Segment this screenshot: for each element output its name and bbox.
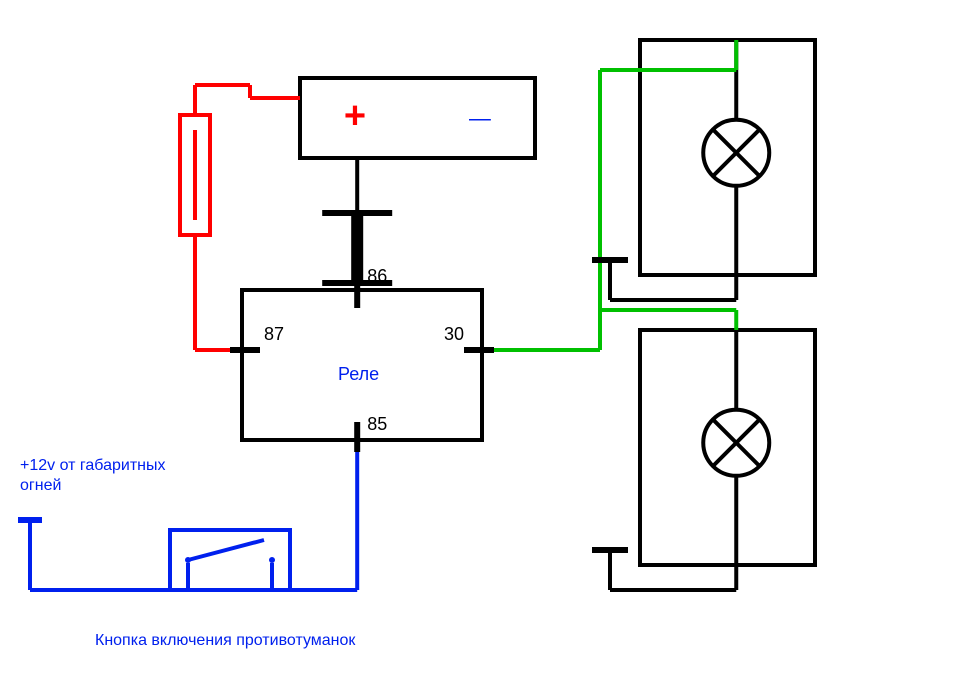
label-30: 30 xyxy=(444,324,464,344)
label-12v-a: +12v от габаритных xyxy=(20,457,165,474)
label-12v-b: огней xyxy=(20,477,61,494)
label-relay: Реле xyxy=(338,364,379,384)
lamp-1 xyxy=(640,40,815,275)
battery xyxy=(300,78,535,158)
circuit-diagram: +_87863085Реле+12v от габаритныхогнейКно… xyxy=(0,0,960,693)
label-87: 87 xyxy=(264,324,284,344)
switch-lever xyxy=(188,540,264,560)
lamp-2 xyxy=(640,330,815,565)
ground-bar xyxy=(351,213,363,283)
label-85: 85 xyxy=(367,414,387,434)
label-button: Кнопка включения противотуманок xyxy=(95,632,356,649)
battery-plus: + xyxy=(344,95,366,137)
battery-minus: _ xyxy=(468,83,491,125)
